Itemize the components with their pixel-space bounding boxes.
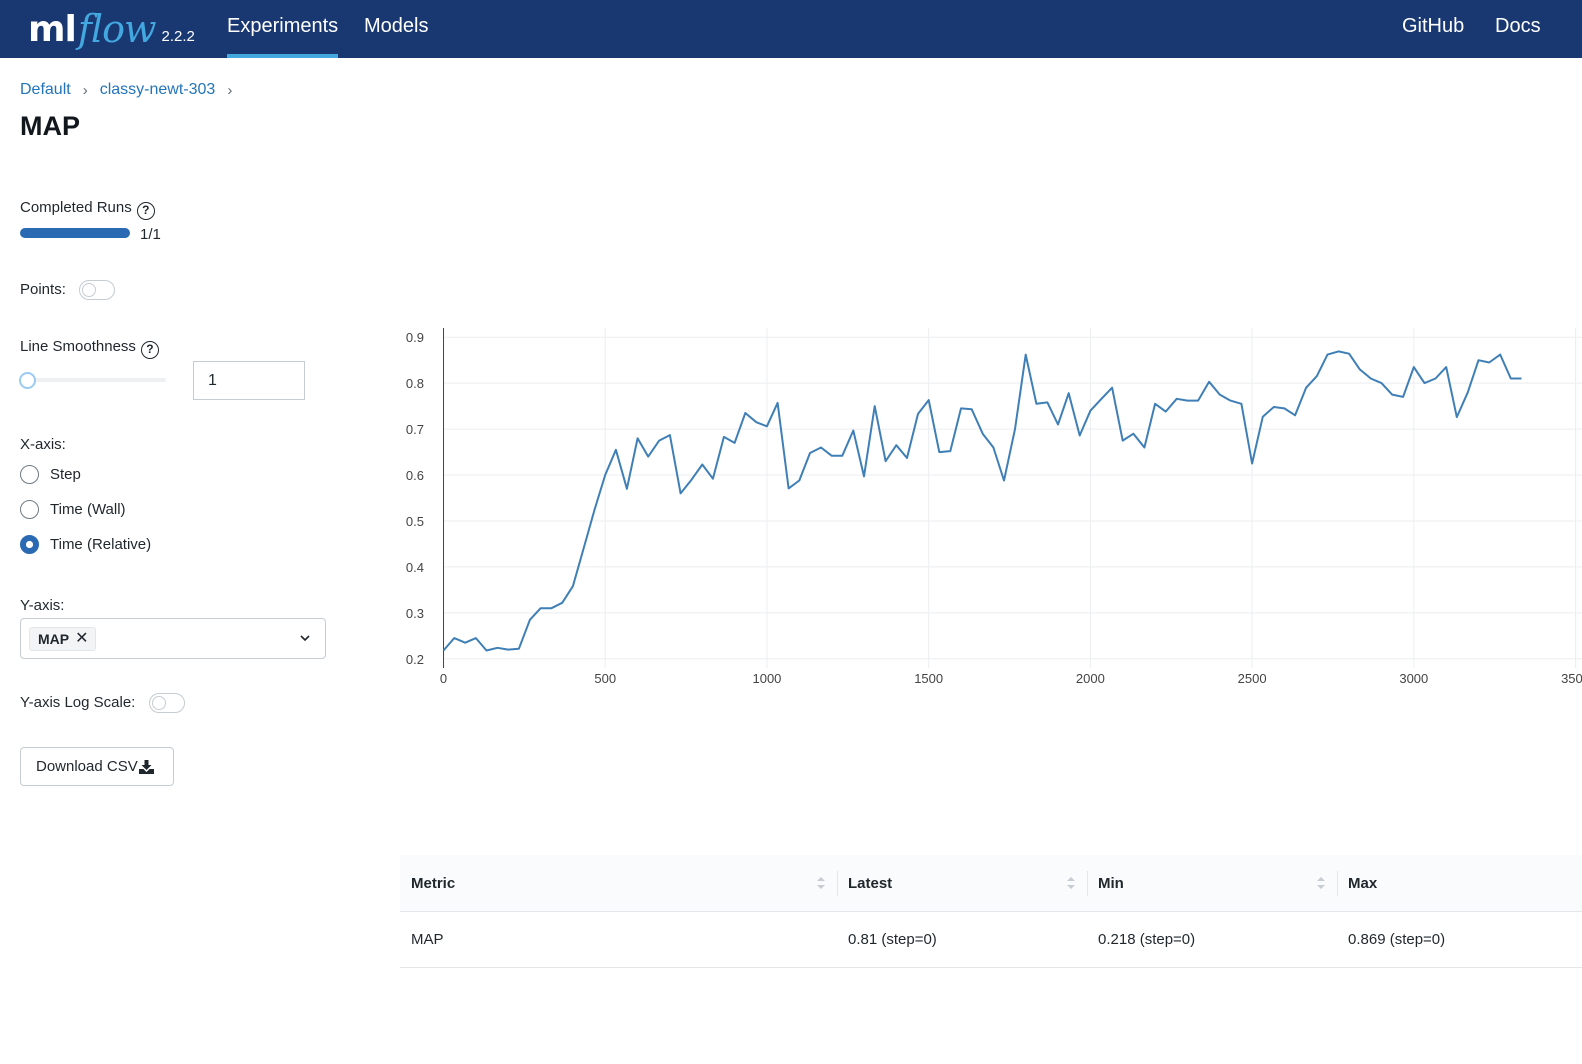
nav-experiments[interactable]: Experiments [227, 0, 339, 58]
x-tick-label: 1500 [914, 671, 943, 686]
question-circle-icon[interactable]: ? [136, 202, 155, 220]
metric-line-chart[interactable]: 0.2 0.3 0.4 0.5 0.6 0.7 0.8 0.9 0 500 1000 1500 2000… [395, 320, 1582, 700]
completed-runs-progress-bar [20, 228, 130, 238]
smoothness-slider-handle[interactable] [19, 372, 36, 389]
radio-label: Step [50, 466, 81, 483]
cell-metric: MAP [411, 931, 444, 948]
nav-models[interactable]: Models [364, 15, 429, 37]
nav-docs[interactable]: Docs [1495, 15, 1541, 37]
ylog-label: Y-axis Log Scale: [20, 694, 136, 711]
toggle-knob [152, 696, 166, 710]
line-smoothness-label: Line Smoothness? [20, 338, 159, 359]
y-tick-label: 0.4 [406, 560, 424, 575]
radio-button-checked[interactable] [20, 535, 39, 554]
column-header-max[interactable]: Max [1348, 875, 1378, 892]
column-header-metric[interactable]: Metric [411, 875, 456, 892]
xaxis-option-time-wall[interactable]: Time (Wall) [20, 500, 126, 519]
completed-runs-count: 1/1 [140, 226, 161, 243]
xaxis-option-step[interactable]: Step [20, 465, 81, 484]
cell-latest: 0.81 (step=0) [848, 931, 937, 948]
yaxis-tag: MAP ✕ [29, 627, 96, 651]
breadcrumb-experiment[interactable]: Default [20, 81, 71, 98]
yaxis-select[interactable]: MAP ✕ [20, 618, 326, 659]
download-csv-label: Download CSV [36, 758, 138, 775]
x-tick-label: 3500 [1561, 671, 1582, 686]
ylog-toggle[interactable] [149, 693, 185, 713]
x-tick-label: 3000 [1399, 671, 1428, 686]
completed-runs-text: Completed Runs [20, 199, 132, 216]
question-circle-icon[interactable]: ? [140, 341, 159, 359]
top-nav-bar: ml flow 2.2.2 Experiments Models GitHub … [0, 0, 1582, 58]
points-label: Points: [20, 281, 66, 298]
radio-button[interactable] [20, 500, 39, 519]
yaxis-label: Y-axis: [20, 597, 65, 614]
xaxis-label: X-axis: [20, 436, 66, 453]
smoothness-input[interactable]: 1 [193, 361, 305, 400]
sort-icon[interactable] [1316, 873, 1326, 893]
cell-min: 0.218 (step=0) [1098, 931, 1196, 948]
table-row: MAP 0.81 (step=0) 0.218 (step=0) 0.869 (… [400, 912, 1582, 968]
nav-github[interactable]: GitHub [1402, 15, 1465, 37]
close-icon[interactable]: ✕ [75, 630, 89, 647]
column-header-latest[interactable]: Latest [848, 875, 893, 892]
points-toggle[interactable] [79, 280, 115, 300]
column-header-min[interactable]: Min [1098, 875, 1124, 892]
x-tick-label: 2000 [1076, 671, 1105, 686]
y-tick-label: 0.2 [406, 652, 424, 667]
completed-runs-label: Completed Runs? [20, 199, 155, 220]
page-title: MAP [20, 111, 80, 141]
x-tick-label: 0 [440, 671, 447, 686]
y-tick-label: 0.3 [406, 606, 424, 621]
download-icon [138, 759, 154, 774]
column-divider [1337, 871, 1338, 896]
column-divider [1087, 871, 1088, 896]
version-label: 2.2.2 [161, 27, 195, 45]
line-smoothness-text: Line Smoothness [20, 338, 136, 355]
y-tick-label: 0.8 [406, 376, 424, 391]
y-tick-label: 0.7 [406, 422, 424, 437]
y-tick-label: 0.5 [406, 514, 424, 529]
breadcrumb: Default › classy-newt-303 › [20, 81, 244, 99]
x-tick-label: 2500 [1238, 671, 1267, 686]
radio-label: Time (Wall) [50, 501, 126, 518]
sort-icon[interactable] [1066, 873, 1076, 893]
logo-ml-text: ml [28, 8, 77, 50]
x-tick-label: 1000 [752, 671, 781, 686]
logo-flow-text: flow [77, 7, 157, 51]
column-divider [837, 871, 838, 896]
breadcrumb-run[interactable]: classy-newt-303 [99, 81, 216, 98]
y-tick-label: 0.9 [406, 330, 424, 345]
series-line-map [442, 350, 1522, 652]
sort-icon[interactable] [816, 873, 826, 893]
y-tick-label: 0.6 [406, 468, 424, 483]
metric-summary-table: Metric Latest Min Max MAP 0.81 (step=0) … [400, 855, 1582, 968]
table-header: Metric Latest Min Max [400, 855, 1582, 912]
smoothness-slider-track[interactable] [28, 378, 166, 382]
xaxis-option-time-relative[interactable]: Time (Relative) [20, 535, 151, 554]
chevron-right-icon: › [227, 81, 233, 99]
chevron-down-icon[interactable] [295, 628, 315, 648]
download-csv-button[interactable]: Download CSV [20, 747, 174, 786]
toggle-knob [82, 283, 96, 297]
yaxis-tag-label: MAP [38, 631, 70, 647]
mlflow-logo[interactable]: ml flow 2.2.2 [28, 0, 195, 58]
chevron-right-icon: › [82, 81, 88, 99]
cell-max: 0.869 (step=0) [1348, 931, 1446, 948]
radio-button[interactable] [20, 465, 39, 484]
x-tick-label: 500 [594, 671, 616, 686]
radio-label: Time (Relative) [50, 536, 152, 553]
